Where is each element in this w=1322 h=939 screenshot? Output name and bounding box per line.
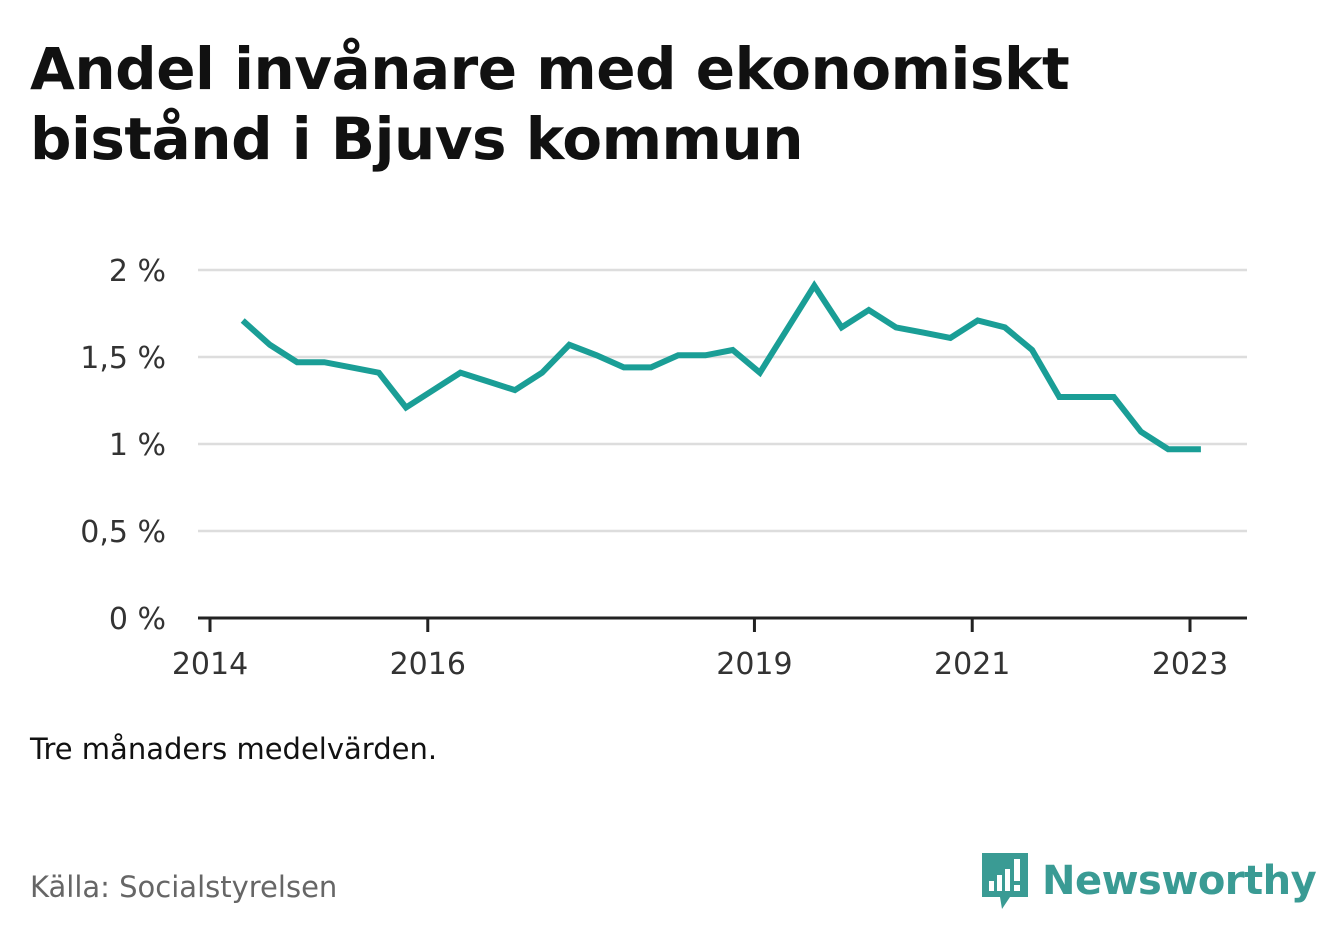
data-point <box>839 324 845 330</box>
data-point <box>893 324 899 330</box>
data-point <box>1198 446 1204 452</box>
data-point <box>376 370 382 376</box>
chart-note: Tre månaders medelvärden. <box>30 732 438 766</box>
data-point <box>648 364 654 370</box>
gridlines <box>198 268 1247 533</box>
series-layer <box>240 280 1204 453</box>
data-point <box>621 364 627 370</box>
data-point <box>457 370 463 376</box>
data-point <box>675 352 681 358</box>
chart-title: Andel invånare med ekonomiskt bistånd i … <box>30 35 1070 173</box>
data-point <box>702 352 708 358</box>
data-point <box>866 307 872 313</box>
y-tick-label: 0,5 % <box>80 515 166 550</box>
data-point <box>1111 394 1117 400</box>
y-tick-label: 1,5 % <box>80 341 166 376</box>
data-point <box>267 342 273 348</box>
data-point <box>594 352 600 358</box>
data-point <box>321 359 327 365</box>
y-axis-labels: 0 % 0,5 % 1 % 1,5 % 2 % <box>80 254 166 637</box>
x-tick-label: 2021 <box>934 647 1010 682</box>
data-point <box>485 378 491 384</box>
data-point <box>1192 446 1198 452</box>
data-point <box>730 347 736 353</box>
data-point <box>1029 347 1035 353</box>
x-axis: 2014 2016 2019 2021 2023 <box>172 616 1247 682</box>
brand-name: Newsworthy <box>1042 858 1317 904</box>
data-point <box>920 330 926 336</box>
data-point <box>757 370 763 376</box>
data-point <box>1056 394 1062 400</box>
data-point <box>1084 394 1090 400</box>
data-point <box>539 370 545 376</box>
source-label: Källa: Socialstyrelsen <box>30 870 338 904</box>
newsworthy-logo-icon <box>982 853 1028 909</box>
data-point <box>294 359 300 365</box>
x-tick-label: 2014 <box>172 647 248 682</box>
brand-logo[interactable]: Newsworthy <box>980 850 1317 912</box>
data-point <box>1002 324 1008 330</box>
x-tick-label: 2023 <box>1152 647 1228 682</box>
data-point <box>1165 446 1171 452</box>
y-tick-label: 2 % <box>109 254 166 289</box>
data-point <box>566 342 572 348</box>
data-point <box>349 364 355 370</box>
data-point <box>403 404 409 410</box>
data-point <box>811 283 817 289</box>
data-point <box>240 317 246 323</box>
data-point <box>430 387 436 393</box>
y-tick-label: 1 % <box>109 428 166 463</box>
y-tick-label: 0 % <box>109 602 166 637</box>
data-point <box>975 317 981 323</box>
data-point <box>947 335 953 341</box>
data-point <box>1138 429 1144 435</box>
data-point <box>784 326 790 332</box>
x-tick-label: 2016 <box>390 647 466 682</box>
series-line <box>240 280 1201 453</box>
line-chart: 0 % 0,5 % 1 % 1,5 % 2 % 2014 2016 2019 2021 2023 <box>80 254 1247 682</box>
data-point <box>512 387 518 393</box>
x-tick-label: 2019 <box>716 647 792 682</box>
